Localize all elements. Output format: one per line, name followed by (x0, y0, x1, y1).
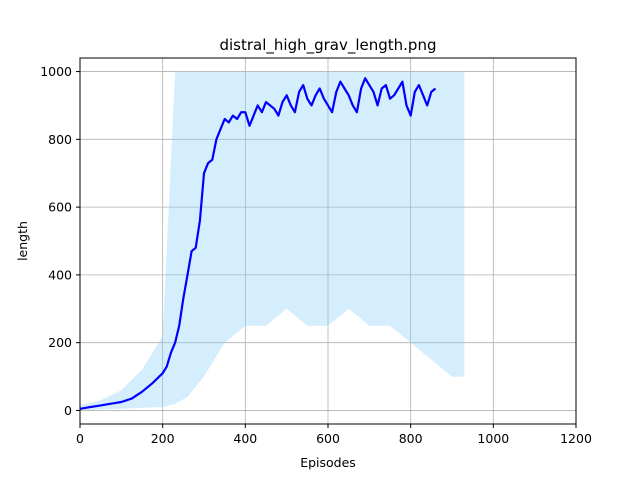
grid-lines (79, 58, 577, 424)
x-tick-label: 200 (151, 431, 175, 446)
chart-title: distral_high_grav_length.png (219, 36, 436, 55)
y-tick-label: 200 (48, 335, 72, 350)
x-tick-label: 1000 (477, 431, 509, 446)
y-tick-label: 0 (64, 403, 72, 418)
y-tick-label: 1000 (40, 64, 72, 79)
x-tick-label: 0 (76, 431, 84, 446)
mean-length-line (79, 77, 437, 410)
x-axis-ticks: 0 200 400 600 800 1000 1200 (76, 424, 592, 446)
x-tick-label: 400 (233, 431, 257, 446)
y-axis-label: length (15, 221, 30, 261)
y-tick-label: 400 (48, 267, 72, 282)
x-axis-label: Episodes (300, 455, 356, 470)
spread-band (80, 71, 465, 411)
y-tick-label: 800 (48, 132, 72, 147)
x-tick-label: 600 (316, 431, 340, 446)
mean-series (79, 77, 437, 410)
y-axis-ticks: 0 200 400 600 800 1000 (40, 64, 80, 418)
x-tick-label: 800 (399, 431, 423, 446)
x-tick-label: 1200 (560, 431, 592, 446)
spread-band-area (80, 71, 465, 411)
plot-area (79, 57, 577, 425)
y-tick-label: 600 (48, 200, 72, 215)
